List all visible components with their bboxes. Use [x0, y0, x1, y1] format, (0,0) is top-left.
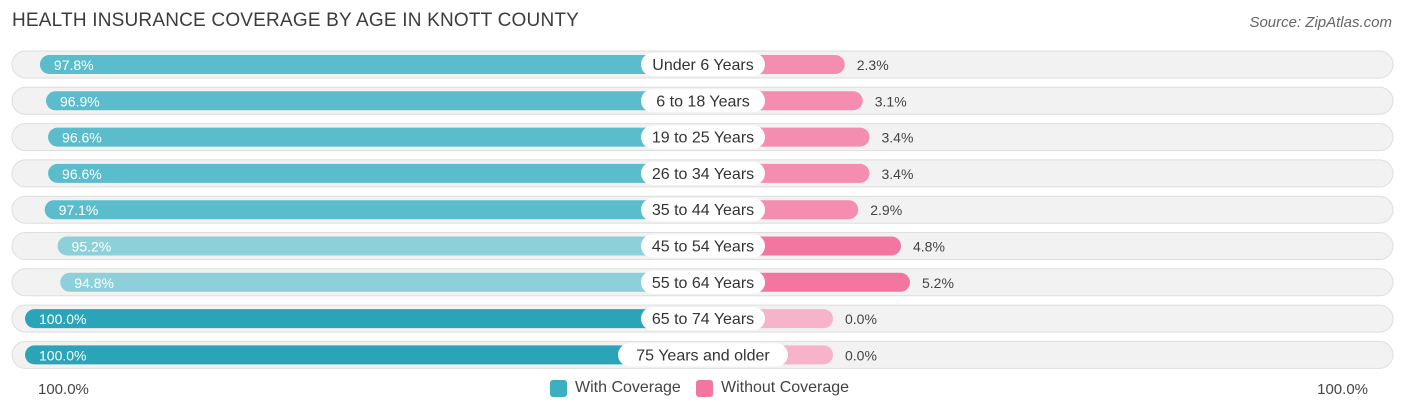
legend-without-coverage-label: Without Coverage [721, 379, 850, 396]
category-label: 65 to 74 Years [652, 311, 754, 328]
bar-with-coverage [25, 309, 703, 329]
category-label: 75 Years and older [636, 347, 770, 364]
bar-with-coverage-label: 97.1% [59, 202, 99, 218]
category-label-pill [641, 89, 765, 113]
category-label: 45 to 54 Years [652, 239, 754, 256]
category-label-pill [641, 53, 765, 76]
bar-without-coverage-label: 3.1% [875, 93, 907, 109]
category-label: Under 6 Years [652, 57, 753, 74]
category-label-pill [641, 198, 765, 222]
legend-with-coverage-swatch [550, 379, 567, 397]
axis-left-label: 100.0% [38, 381, 89, 398]
bar-without-coverage-label: 0.0% [845, 311, 877, 327]
bar-with-coverage-label: 96.6% [62, 130, 102, 146]
bar-without-coverage-label: 4.8% [913, 239, 945, 255]
category-label-pill [618, 343, 788, 367]
category-label: 35 to 44 Years [652, 202, 754, 219]
bar-without-coverage-label: 3.4% [882, 130, 914, 146]
legend-without-coverage: Without Coverage [696, 379, 849, 397]
bar-without-coverage-label: 2.9% [870, 202, 902, 218]
bar-without-coverage-label: 0.0% [845, 347, 877, 363]
category-label-pill [641, 161, 765, 185]
chart-source: Source: ZipAtlas.com [1249, 14, 1392, 31]
bar-with-coverage [46, 91, 703, 111]
legend-without-coverage-swatch [696, 379, 713, 397]
category-label-pill [641, 270, 765, 294]
bar-without-coverage-label: 2.3% [857, 57, 889, 73]
bar-with-coverage-label: 94.8% [74, 275, 114, 291]
bar-with-coverage [25, 345, 703, 365]
category-label: 55 to 64 Years [652, 275, 754, 292]
bar-with-coverage-label: 97.8% [54, 57, 94, 73]
category-label: 26 to 34 Years [652, 166, 754, 183]
category-label-pill [641, 125, 765, 149]
bar-with-coverage [57, 236, 703, 256]
bar-with-coverage [48, 127, 703, 147]
bar-with-coverage-label: 96.6% [62, 166, 102, 182]
bar-without-coverage-label: 3.4% [882, 166, 914, 182]
category-label-pill [641, 307, 765, 331]
bar-with-coverage [44, 200, 704, 220]
legend-with-coverage-label: With Coverage [575, 379, 681, 396]
bar-with-coverage [39, 55, 703, 74]
legend-with-coverage: With Coverage [550, 379, 681, 397]
category-label: 19 to 25 Years [652, 130, 754, 147]
category-label: 6 to 18 Years [656, 93, 749, 110]
chart-title: HEALTH INSURANCE COVERAGE BY AGE IN KNOT… [12, 10, 580, 31]
bar-with-coverage-label: 100.0% [39, 311, 86, 327]
bar-with-coverage-label: 100.0% [39, 347, 86, 363]
bar-with-coverage-label: 95.2% [72, 239, 112, 255]
category-label-pill [641, 234, 765, 258]
bar-without-coverage-label: 5.2% [922, 275, 954, 291]
legend: With Coverage Without Coverage [0, 379, 1406, 401]
axis-right-label: 100.0% [1317, 381, 1368, 398]
bar-with-coverage [48, 163, 703, 183]
bar-with-coverage [60, 272, 704, 292]
bar-with-coverage-label: 96.9% [60, 93, 100, 109]
